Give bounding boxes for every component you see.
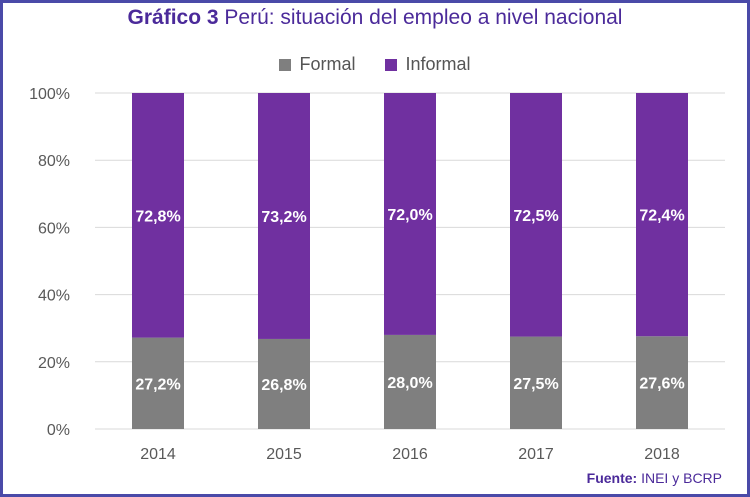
data-label: 72,0% xyxy=(387,207,432,224)
data-label: 73,2% xyxy=(261,209,306,226)
legend-label-informal: Informal xyxy=(405,54,471,74)
x-tick-label: 2014 xyxy=(140,446,176,463)
legend-item-informal: Informal xyxy=(385,54,471,75)
bar-formal xyxy=(510,336,562,429)
y-tick-label: 60% xyxy=(38,220,70,237)
data-label: 72,8% xyxy=(135,208,180,225)
source-text: INEI y BCRP xyxy=(637,470,722,486)
legend-item-formal: Formal xyxy=(279,54,355,75)
chart-title: Gráfico 3 Perú: situación del empleo a n… xyxy=(0,6,750,30)
bar-formal xyxy=(384,334,436,429)
data-label: 26,8% xyxy=(261,377,306,394)
bar-informal xyxy=(384,93,436,335)
y-tick-label: 100% xyxy=(29,86,70,103)
data-label: 72,4% xyxy=(639,208,684,225)
legend-swatch-formal xyxy=(279,58,292,71)
data-label: 28,0% xyxy=(387,375,432,392)
bar-informal xyxy=(510,93,562,337)
chart-title-prefix: Gráfico 3 xyxy=(127,6,219,29)
source-label: Fuente: xyxy=(586,470,638,486)
data-label: 27,6% xyxy=(639,376,684,393)
x-tick-label: 2016 xyxy=(392,446,428,463)
data-label: 27,5% xyxy=(513,376,558,393)
y-tick-label: 0% xyxy=(47,422,70,439)
y-tick-label: 80% xyxy=(38,153,70,170)
x-tick-label: 2015 xyxy=(266,446,302,463)
data-label: 72,5% xyxy=(513,208,558,225)
source-note: Fuente: INEI y BCRP xyxy=(587,470,722,486)
bar-informal xyxy=(132,93,184,338)
bar-informal xyxy=(636,93,688,337)
data-label: 27,2% xyxy=(135,376,180,393)
bar-formal xyxy=(636,336,688,429)
chart-title-text: Perú: situación del empleo a nivel nacio… xyxy=(218,6,623,29)
legend-swatch-informal xyxy=(385,58,398,71)
bar-informal xyxy=(258,93,310,339)
y-tick-label: 20% xyxy=(38,355,70,372)
legend: Formal Informal xyxy=(0,54,750,75)
x-tick-label: 2018 xyxy=(644,446,680,463)
x-tick-label: 2017 xyxy=(518,446,554,463)
y-tick-label: 40% xyxy=(38,288,70,305)
legend-label-formal: Formal xyxy=(299,54,356,74)
bar-formal xyxy=(132,337,184,429)
bar-formal xyxy=(258,338,310,429)
